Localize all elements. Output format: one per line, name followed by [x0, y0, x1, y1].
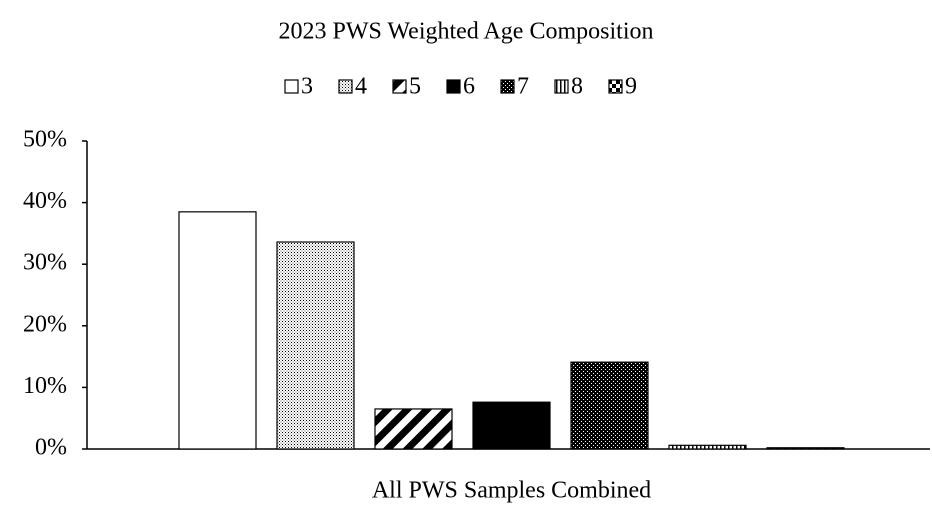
legend-swatch — [554, 79, 569, 94]
bar — [178, 211, 257, 450]
y-tick-label: 30% — [23, 250, 67, 276]
legend-label: 7 — [517, 74, 529, 100]
legend-swatch — [284, 79, 299, 94]
legend-swatch — [608, 79, 623, 94]
y-tick-label: 10% — [23, 373, 67, 399]
bar — [276, 241, 355, 450]
bar — [570, 361, 649, 450]
legend-label: 4 — [355, 74, 367, 100]
legend-label: 6 — [463, 74, 475, 100]
y-tick-label: 40% — [23, 188, 67, 214]
x-tick-label: All PWS Samples Combined — [372, 478, 651, 504]
bar — [668, 444, 747, 450]
legend-label: 9 — [625, 74, 637, 100]
legend-swatch — [446, 79, 461, 94]
bar — [766, 447, 845, 450]
legend-label: 3 — [301, 74, 313, 100]
legend-label: 5 — [409, 74, 421, 100]
bar — [472, 401, 551, 450]
legend-swatch — [500, 79, 515, 94]
y-tick-label: 0% — [35, 435, 67, 461]
legend-label: 8 — [571, 74, 583, 100]
y-tick-label: 20% — [23, 311, 67, 337]
legend-swatch — [338, 79, 353, 94]
chart-title: 2023 PWS Weighted Age Composition — [279, 19, 654, 45]
bar — [374, 408, 453, 450]
legend-swatch — [392, 79, 407, 94]
y-tick-label: 50% — [23, 127, 67, 153]
